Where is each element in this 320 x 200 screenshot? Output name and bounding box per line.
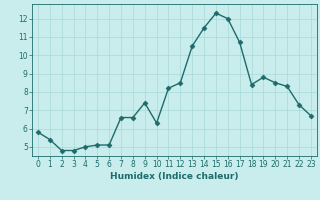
X-axis label: Humidex (Indice chaleur): Humidex (Indice chaleur) <box>110 172 239 181</box>
